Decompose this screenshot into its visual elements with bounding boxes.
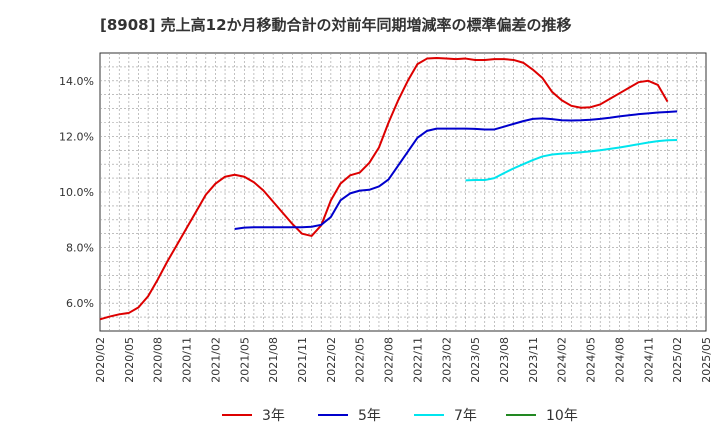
- y-tick-label: 10.0%: [59, 186, 94, 199]
- x-tick-label: 2023/08: [498, 337, 511, 383]
- x-tick-label: 2025/05: [700, 337, 713, 383]
- y-tick-label: 12.0%: [59, 130, 94, 143]
- x-tick-label: 2025/02: [671, 337, 684, 383]
- x-tick-label: 2020/05: [123, 337, 136, 383]
- x-tick-label: 2022/08: [383, 337, 396, 383]
- x-tick-label: 2021/02: [209, 337, 222, 383]
- series-line: [99, 57, 669, 321]
- x-tick-label: 2024/08: [613, 337, 626, 383]
- y-tick-label: 8.0%: [66, 242, 94, 255]
- series-line: [234, 110, 678, 230]
- x-tick-label: 2023/11: [527, 337, 540, 383]
- x-tick-label: 2021/11: [296, 337, 309, 383]
- x-tick-label: 2023/05: [469, 337, 482, 383]
- y-tick-label: 6.0%: [66, 297, 94, 310]
- series-line: [465, 139, 678, 182]
- x-tick-label: 2023/02: [440, 337, 453, 383]
- x-tick-label: 2020/08: [152, 337, 165, 383]
- x-tick-label: 2020/11: [181, 337, 194, 383]
- x-tick-label: 2024/02: [556, 337, 569, 383]
- legend-label: 7年: [454, 408, 477, 424]
- x-tick-label: 2022/05: [354, 337, 367, 383]
- y-tick-label: 14.0%: [59, 75, 94, 88]
- x-tick-label: 2022/02: [325, 337, 338, 383]
- x-tick-label: 2024/11: [642, 337, 655, 383]
- x-tick-label: 2021/05: [238, 337, 251, 383]
- x-tick-label: 2020/02: [94, 337, 107, 383]
- legend-label: 10年: [546, 408, 578, 424]
- legend-label: 5年: [358, 408, 381, 424]
- x-tick-label: 2022/11: [411, 337, 424, 383]
- x-tick-label: 2024/05: [585, 337, 598, 383]
- chart-title: [8908] 売上高12か月移動合計の対前年同期増減率の標準偏差の推移: [100, 16, 572, 34]
- legend-label: 3年: [262, 408, 285, 424]
- x-tick-label: 2021/08: [267, 337, 280, 383]
